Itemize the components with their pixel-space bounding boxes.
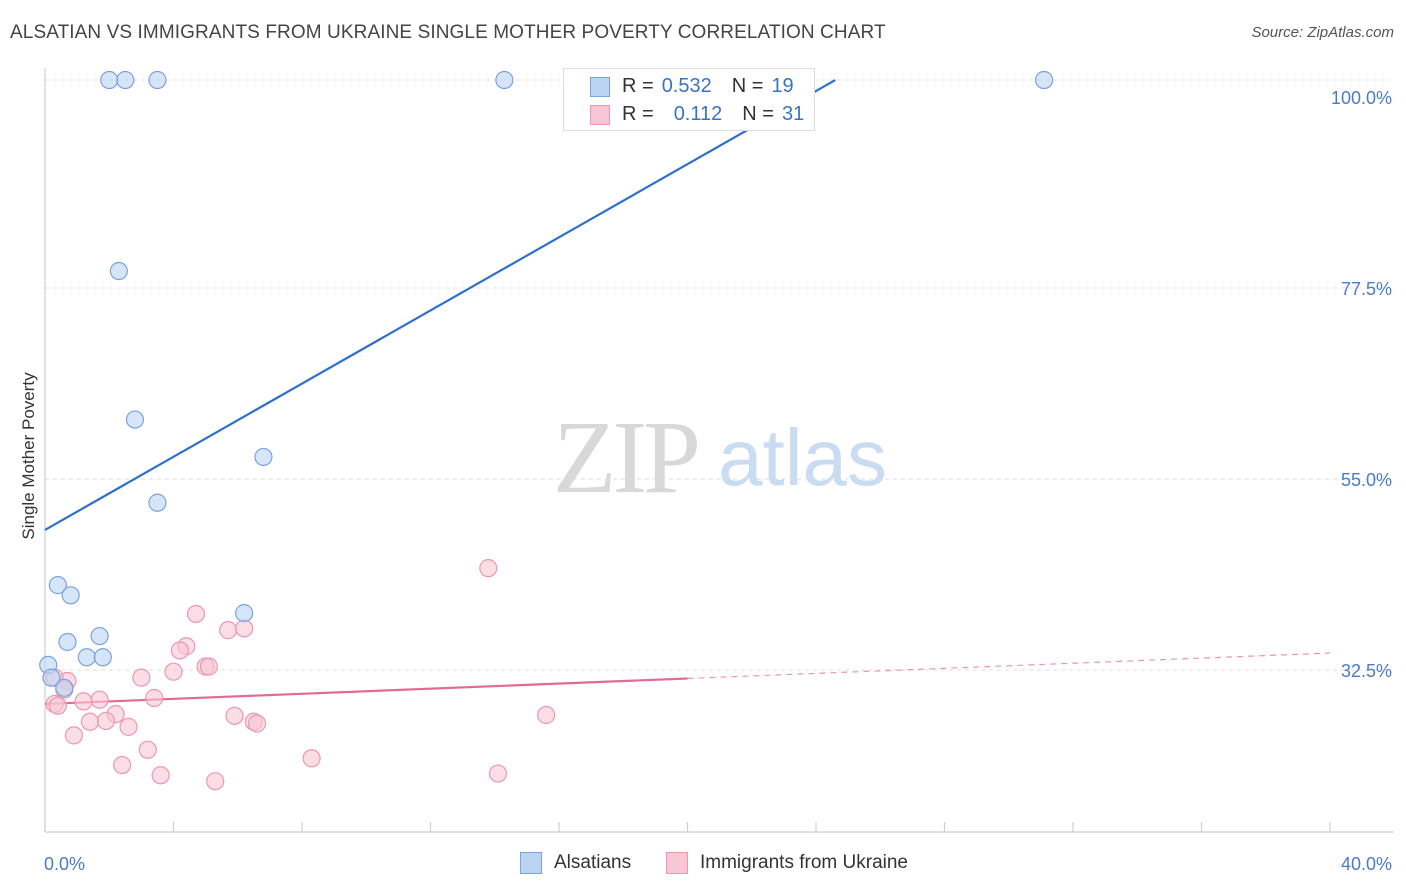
point-alsatians	[148, 493, 167, 512]
point-alsatians	[100, 70, 119, 90]
point-alsatians	[116, 70, 135, 90]
axis-labels: 32.5% 55.0% 77.5% 100.0% 0.0% 40.0% Single Mot…	[19, 88, 1392, 874]
point-alsatians	[58, 632, 77, 652]
point-ukraine	[119, 717, 138, 736]
point-ukraine	[151, 766, 170, 785]
point-ukraine	[96, 711, 116, 731]
point-alsatians	[1034, 70, 1054, 90]
y-tick-label: 32.5%	[1341, 661, 1392, 681]
y-axis-title: Single Mother Poverty	[19, 372, 38, 540]
point-ukraine	[112, 755, 132, 775]
point-alsatians	[93, 648, 112, 667]
point-ukraine	[164, 662, 183, 681]
r-label: R =	[622, 74, 654, 97]
point-ukraine	[80, 712, 100, 731]
point-ukraine	[74, 692, 93, 711]
watermark-atlas: atlas	[718, 413, 887, 502]
point-alsatians	[48, 576, 67, 595]
chart-title: ALSATIAN VS IMMIGRANTS FROM UKRAINE SING…	[10, 22, 886, 43]
point-ukraine	[48, 696, 67, 715]
legend-label-ukraine: Immigrants from Ukraine	[700, 852, 908, 873]
point-alsatians	[254, 447, 273, 467]
point-ukraine	[206, 772, 225, 791]
source-label: Source: ZipAtlas.com	[1251, 24, 1394, 41]
legend-swatch-ukraine	[590, 105, 610, 125]
point-ukraine	[186, 604, 206, 624]
point-alsatians	[61, 586, 80, 605]
n-value: 19	[771, 74, 794, 97]
y-tick-label: 100.0%	[1331, 88, 1392, 108]
point-ukraine	[138, 740, 157, 759]
legend-swatch-pink	[666, 852, 688, 874]
r-label: R =	[622, 102, 654, 125]
trend-line-alsatians	[44, 79, 836, 531]
axes	[44, 68, 1394, 833]
correlation-legend: R = 0.532 N = 19 R = 0.112 N = 31	[563, 68, 815, 131]
point-ukraine	[90, 690, 109, 709]
point-ukraine	[225, 706, 244, 725]
n-label: N =	[731, 74, 764, 97]
grid-lines	[45, 79, 1390, 671]
point-ukraine	[199, 657, 218, 676]
legend-item-ukraine: Immigrants from Ukraine	[666, 852, 908, 874]
y-tick-label: 55.0%	[1341, 470, 1392, 490]
legend-row-alsatians: R = 0.532 N = 19	[622, 74, 794, 98]
point-ukraine	[302, 749, 321, 768]
point-alsatians	[495, 70, 514, 90]
x-tick-label: 40.0%	[1341, 854, 1392, 874]
n-label: N =	[742, 102, 774, 125]
trend-line-ukraine-extension	[687, 652, 1331, 680]
point-ukraine	[479, 559, 498, 578]
point-alsatians	[55, 678, 74, 697]
r-value: 0.112	[673, 102, 723, 125]
point-alsatians	[90, 626, 109, 646]
data-points	[39, 70, 1054, 791]
n-value: 31	[781, 102, 805, 125]
point-ukraine	[235, 619, 254, 638]
x-tick-label: 0.0%	[44, 854, 85, 874]
point-alsatians	[77, 648, 96, 667]
point-alsatians	[42, 668, 61, 687]
point-alsatians	[125, 410, 145, 429]
point-ukraine	[132, 668, 151, 687]
point-alsatians	[235, 604, 254, 623]
legend-swatch-alsatians	[590, 77, 610, 97]
point-ukraine	[247, 714, 267, 733]
watermark-zip: ZIP	[553, 400, 701, 515]
legend-label-alsatians: Alsatians	[554, 852, 632, 873]
point-ukraine	[219, 621, 238, 640]
point-ukraine	[488, 764, 508, 783]
r-value: 0.532	[661, 74, 712, 97]
point-ukraine	[64, 726, 84, 745]
legend-swatch-blue	[520, 852, 542, 874]
point-alsatians	[148, 70, 167, 90]
legend-row-ukraine: R = 0.112 N = 31	[622, 102, 804, 126]
point-alsatians	[109, 261, 128, 281]
point-ukraine	[145, 688, 164, 708]
y-tick-label: 77.5%	[1341, 279, 1392, 299]
legend-item-alsatians: Alsatians	[520, 852, 631, 874]
point-ukraine	[170, 641, 190, 660]
point-ukraine	[537, 705, 556, 725]
